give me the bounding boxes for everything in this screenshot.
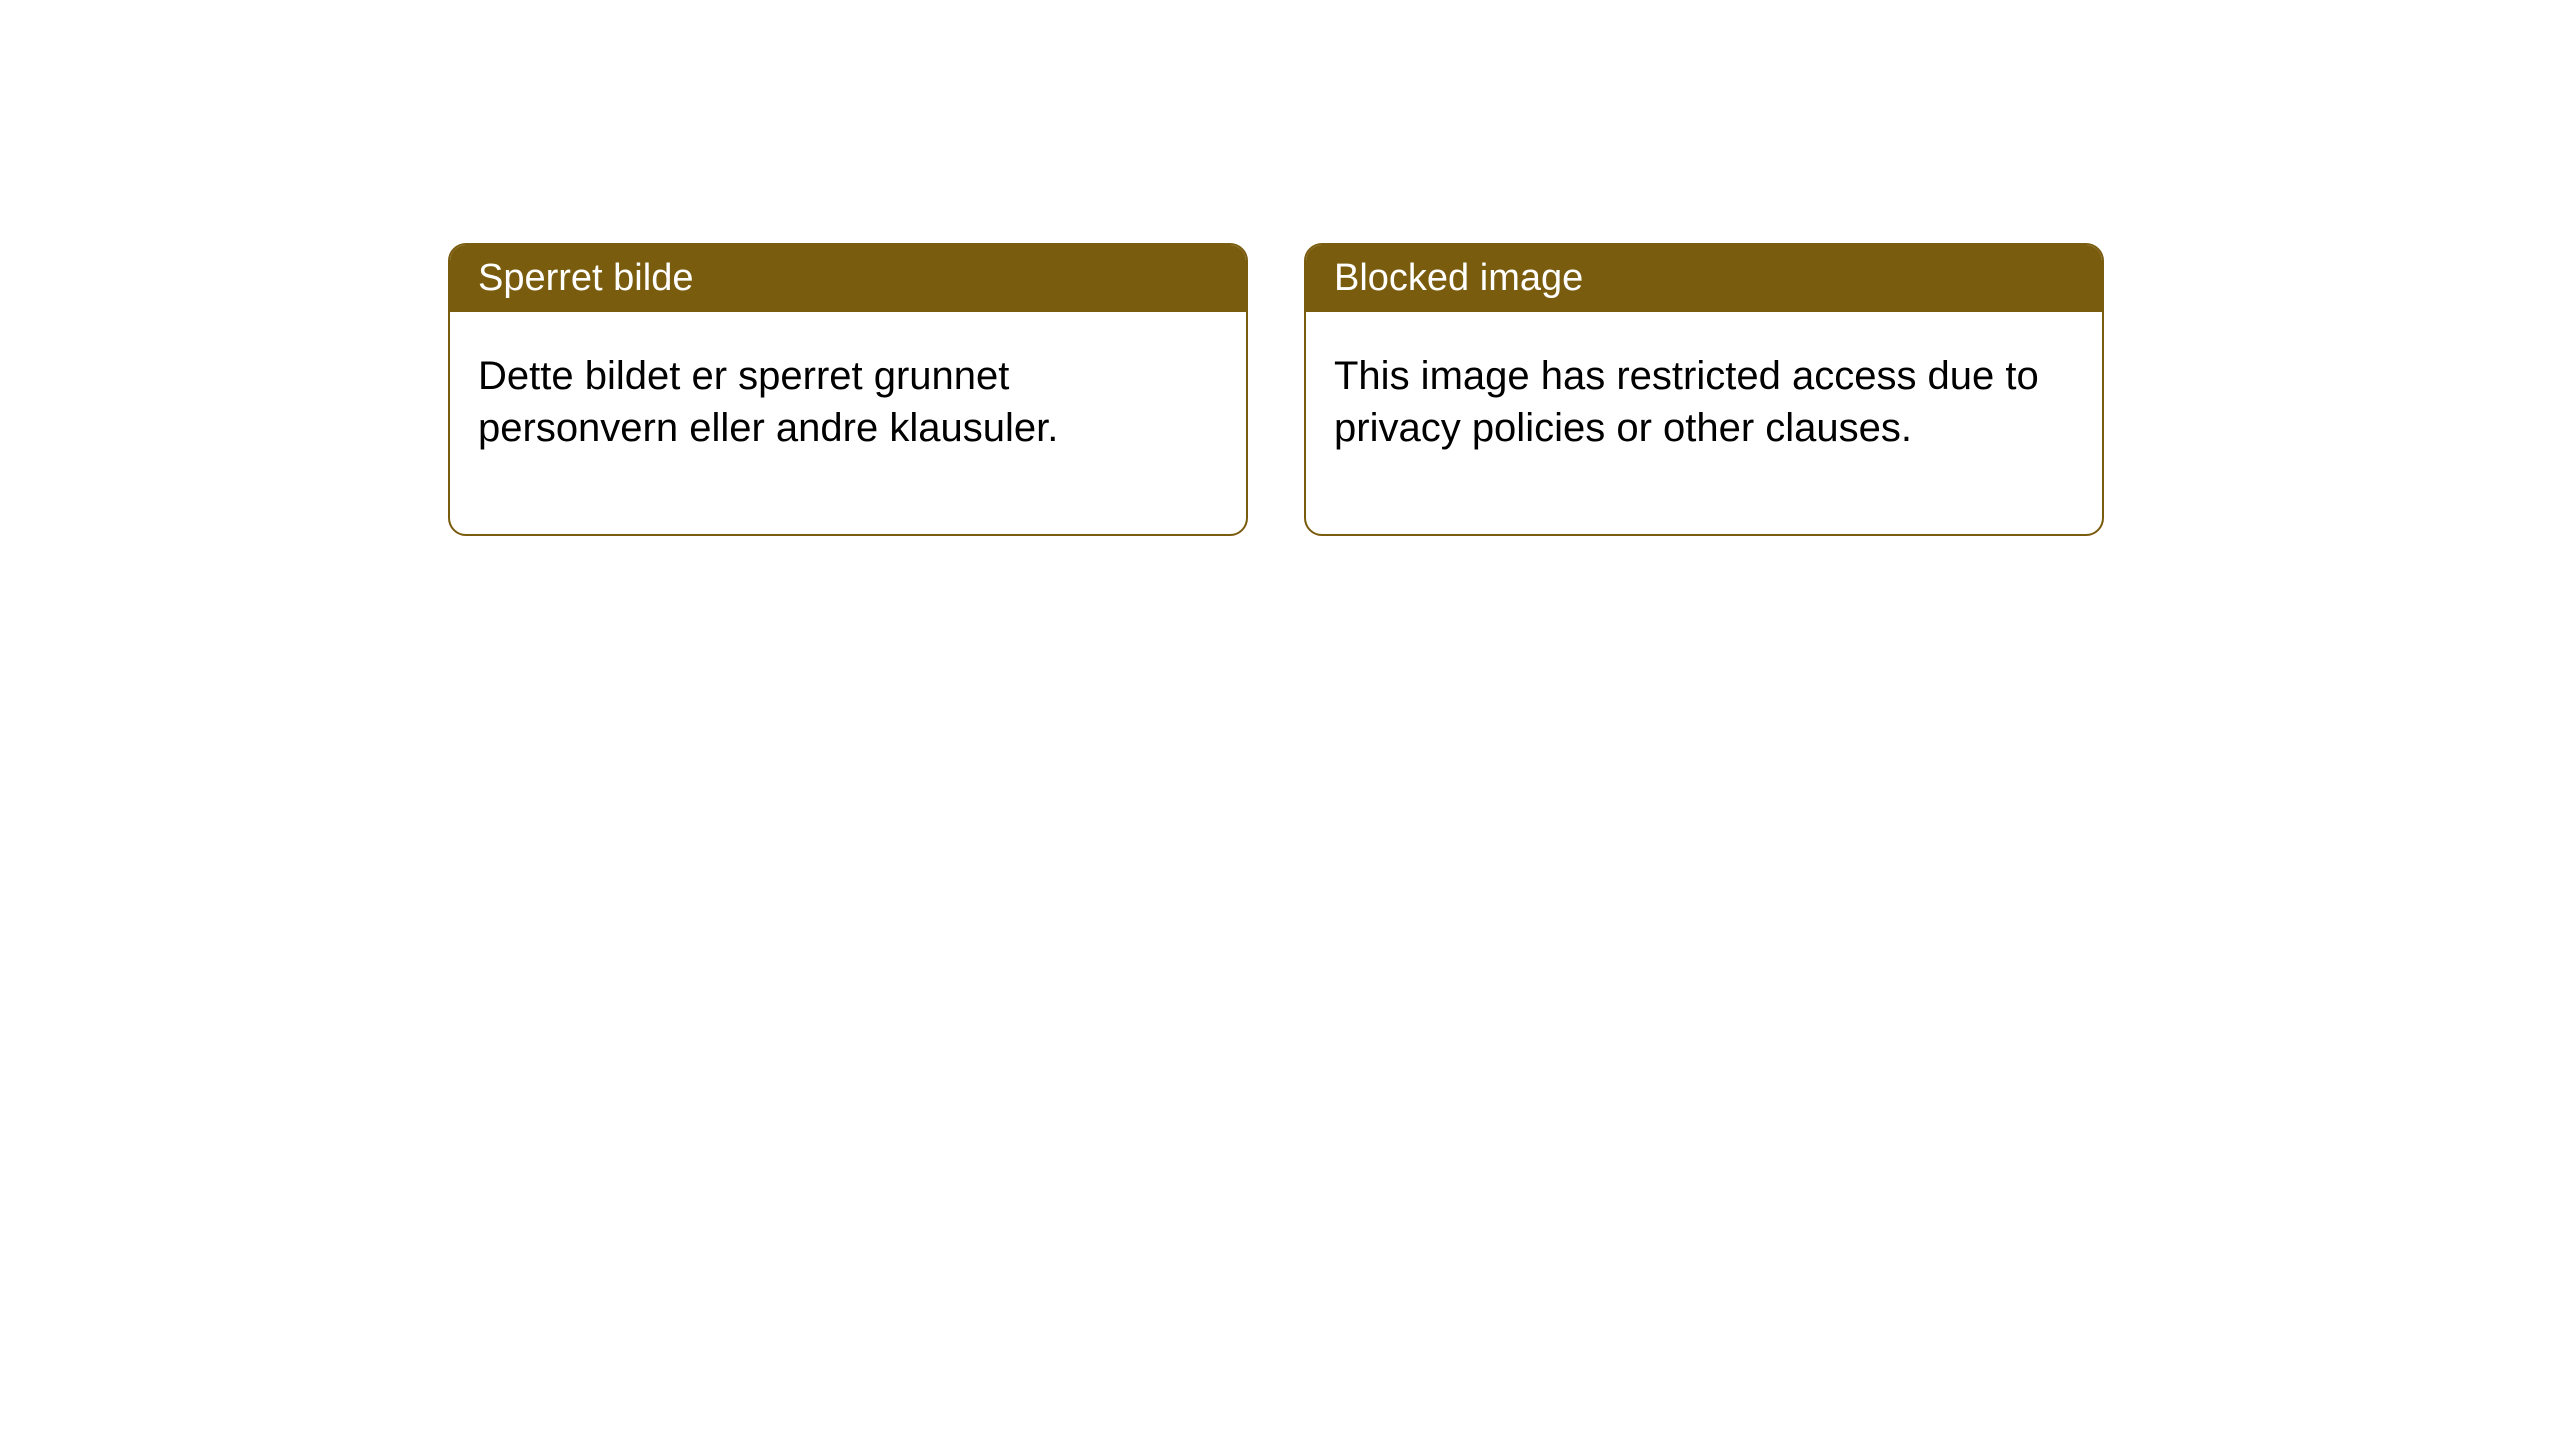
notice-card-english: Blocked image This image has restricted …: [1304, 243, 2104, 536]
notice-cards-container: Sperret bilde Dette bildet er sperret gr…: [448, 243, 2560, 536]
card-header: Sperret bilde: [450, 245, 1246, 312]
card-body: Dette bildet er sperret grunnet personve…: [450, 312, 1246, 534]
card-header: Blocked image: [1306, 245, 2102, 312]
notice-card-norwegian: Sperret bilde Dette bildet er sperret gr…: [448, 243, 1248, 536]
card-body: This image has restricted access due to …: [1306, 312, 2102, 534]
